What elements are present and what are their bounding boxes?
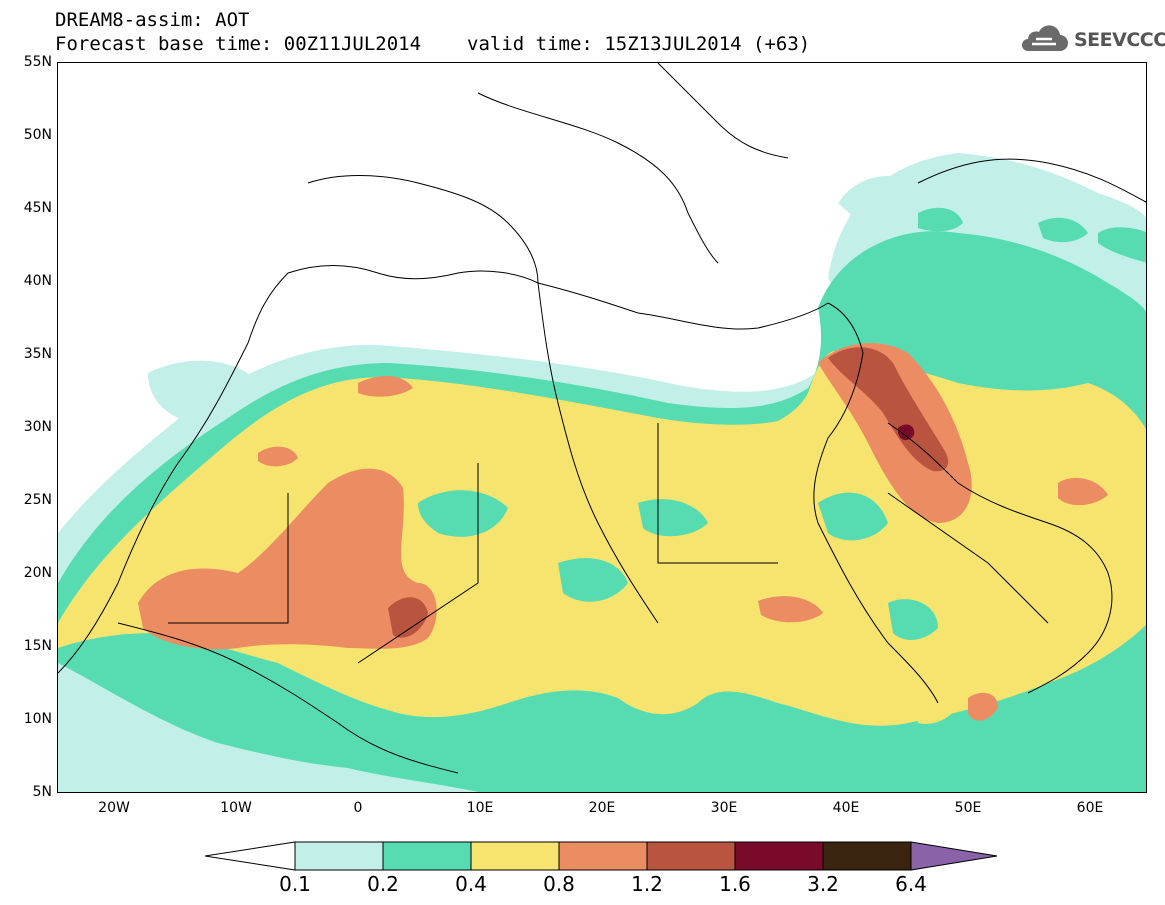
map-title: DREAM8-assim: AOT <box>55 9 250 31</box>
lat-label: 40N <box>23 273 52 289</box>
lon-label: 50E <box>954 800 982 816</box>
colorbar-swatch <box>470 841 560 871</box>
colorbar <box>204 840 1005 876</box>
colorbar-swatches <box>204 841 998 871</box>
lat-label: 15N <box>23 638 52 654</box>
colorbar-label: 3.2 <box>807 872 839 896</box>
lon-label: 20W <box>98 800 130 816</box>
lat-label: 55N <box>23 54 52 70</box>
lat-label: 30N <box>23 419 52 435</box>
colorbar-label: 0.1 <box>279 872 311 896</box>
colorbar-label: 0.2 <box>367 872 399 896</box>
aot-map <box>57 62 1147 793</box>
aot-field <box>58 63 1146 792</box>
lon-label: 60E <box>1076 800 1104 816</box>
colorbar-over-swatch <box>910 841 998 871</box>
lon-label: 20E <box>588 800 616 816</box>
time-info: Forecast base time: 00Z11JUL2014 valid ti… <box>55 34 810 54</box>
colorbar-swatch <box>734 841 824 871</box>
aot-contour-1.2 <box>388 347 949 638</box>
lat-label: 25N <box>23 492 52 508</box>
lat-label: 35N <box>23 346 52 362</box>
colorbar-label: 0.8 <box>543 872 575 896</box>
lon-label: 40E <box>832 800 860 816</box>
lat-label: 10N <box>23 711 52 727</box>
lon-label: 0 <box>353 800 363 816</box>
colorbar-swatch <box>294 841 384 871</box>
colorbar-label: 0.4 <box>455 872 487 896</box>
logo-text: SEEVCCC <box>1074 29 1165 51</box>
colorbar-swatch <box>558 841 648 871</box>
colorbar-under-swatch <box>204 841 296 871</box>
lon-label: 30E <box>710 800 738 816</box>
aot-contour-0.8 <box>138 342 1108 721</box>
colorbar-label: 1.6 <box>719 872 751 896</box>
valid-time: valid time: 15Z13JUL2014 (+63) <box>467 33 811 55</box>
cloud-icon <box>1022 25 1068 51</box>
lat-label: 20N <box>23 565 52 581</box>
colorbar-swatch <box>382 841 472 871</box>
colorbar-swatch <box>646 841 736 871</box>
lon-label: 10W <box>220 800 252 816</box>
coastlines <box>58 63 1146 774</box>
colorbar-label: 6.4 <box>895 872 927 896</box>
lat-label: 50N <box>23 127 52 143</box>
lat-label: 5N <box>32 784 52 800</box>
colorbar-swatch <box>822 841 912 871</box>
lat-label: 45N <box>23 200 52 216</box>
colorbar-label: 1.2 <box>631 872 663 896</box>
lon-label: 10E <box>466 800 494 816</box>
base-time: Forecast base time: 00Z11JUL2014 <box>55 33 422 55</box>
seevccc-logo: SEEVCCC <box>1018 24 1165 56</box>
aot-contour-1.6 <box>898 424 915 441</box>
